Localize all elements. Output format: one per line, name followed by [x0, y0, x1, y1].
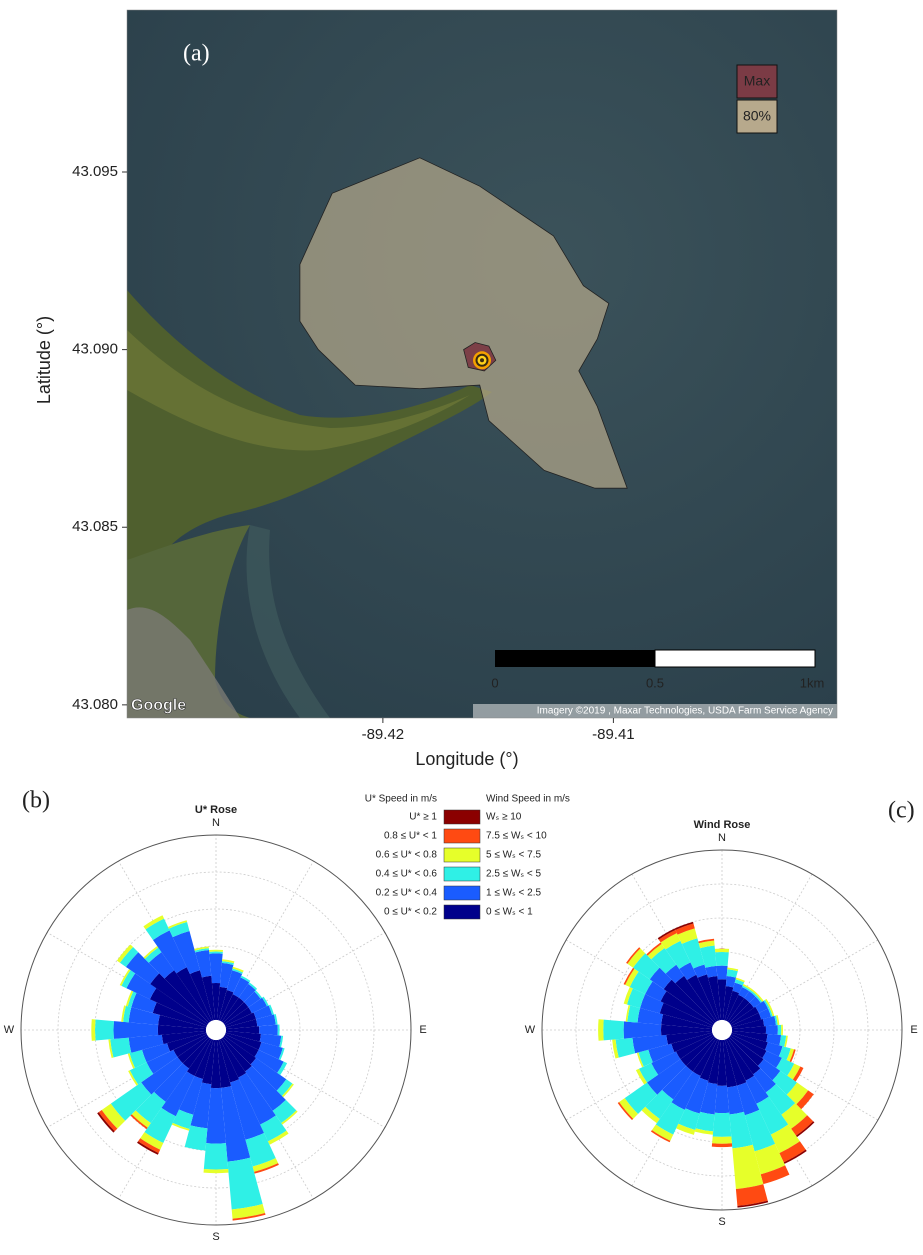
rose-segment: [781, 1025, 783, 1036]
legend-label: 0.6 ≤ U* < 0.8: [376, 850, 438, 861]
legend-swatch: [444, 829, 480, 843]
y-tick-label: 43.095: [72, 163, 118, 180]
rose-hole: [206, 1020, 226, 1040]
figure: (a) (b) (c) 0 0.5 1km Imagery ©2019 , Ma…: [0, 0, 923, 1255]
x-tick-label: -89.42: [362, 726, 405, 743]
rose-segment: [712, 1136, 732, 1143]
compass-label: E: [419, 1024, 426, 1036]
rose-segment: [204, 1169, 229, 1173]
legend-label: 1 ≤ Wₛ < 2.5: [486, 888, 542, 899]
scale-bar-white: [655, 650, 815, 667]
logo: Google: [131, 697, 186, 714]
legend-swatch: [444, 905, 480, 919]
legend-label: 0.8 ≤ U* < 1: [384, 831, 437, 842]
rose-segment: [209, 952, 223, 954]
scale-bar-black: [495, 650, 655, 667]
legend-label: Wₛ ≥ 10: [486, 812, 522, 823]
legend-label: 0.4 ≤ U* < 0.6: [376, 869, 438, 880]
panel-label: (a): [183, 41, 210, 67]
attribution: Imagery ©2019 , Maxar Technologies, USDA…: [537, 706, 833, 717]
scale-label: 1km: [800, 675, 825, 690]
x-tick-label: -89.41: [592, 726, 635, 743]
y-tick-label: 43.085: [72, 518, 118, 535]
y-tick-label: 43.090: [72, 341, 118, 358]
compass-label: S: [212, 1231, 219, 1243]
legend-swatch: [444, 848, 480, 862]
x-axis-label: Longitude (°): [415, 749, 518, 769]
rose-segment: [209, 950, 223, 952]
legend-title: Wind Speed in m/s: [486, 794, 570, 805]
tower: [480, 358, 484, 362]
rose-segment: [715, 949, 729, 953]
legend-swatch: [444, 810, 480, 824]
rose-segment: [278, 1024, 280, 1035]
panel-label: (c): [888, 798, 915, 824]
legend-title: U* Speed in m/s: [365, 794, 437, 805]
rose-segment: [766, 1025, 778, 1035]
rose-segment: [715, 952, 729, 966]
rose-title: U* Rose: [195, 804, 237, 816]
legend-label: 0.2 ≤ U* < 0.4: [376, 888, 438, 899]
rose-segment: [259, 1025, 278, 1036]
rose-segment: [715, 1086, 729, 1113]
legend-swatch: [444, 886, 480, 900]
compass-label: E: [910, 1024, 917, 1036]
panel-label: (b): [22, 788, 50, 814]
compass-label: W: [4, 1024, 15, 1036]
rose-segment: [204, 1143, 228, 1169]
legend-label: U* ≥ 1: [409, 812, 437, 823]
y-axis-label: Latitude (°): [34, 316, 54, 404]
scale-label: 0: [491, 675, 498, 690]
y-tick-label: 43.080: [72, 696, 118, 713]
legend-label: Max: [744, 73, 770, 89]
compass-label: S: [718, 1216, 725, 1228]
legend-swatch: [444, 867, 480, 881]
legend-label: 5 ≤ Wₛ < 7.5: [486, 850, 542, 861]
legend-label: 7.5 ≤ Wₛ < 10: [486, 831, 547, 842]
compass-label: N: [212, 817, 220, 829]
rose-hole: [712, 1020, 732, 1040]
compass-label: N: [718, 832, 726, 844]
rose-segment: [716, 966, 727, 980]
legend-label: 0 ≤ U* < 0.2: [384, 907, 437, 918]
rose-segment: [603, 1020, 624, 1041]
rose-title: Wind Rose: [694, 819, 751, 831]
legend-label: 2.5 ≤ Wₛ < 5: [486, 869, 542, 880]
compass-label: W: [525, 1024, 536, 1036]
rose-segment: [712, 1143, 732, 1147]
rose-segment: [713, 1113, 732, 1137]
scale-label: 0.5: [646, 675, 664, 690]
legend-label: 80%: [743, 108, 771, 124]
rose-segment: [778, 1025, 782, 1035]
rose-segment: [91, 1019, 95, 1041]
rose-segment: [598, 1019, 604, 1041]
rose-segment: [95, 1019, 114, 1040]
legend-label: 0 ≤ Wₛ < 1: [486, 907, 533, 918]
